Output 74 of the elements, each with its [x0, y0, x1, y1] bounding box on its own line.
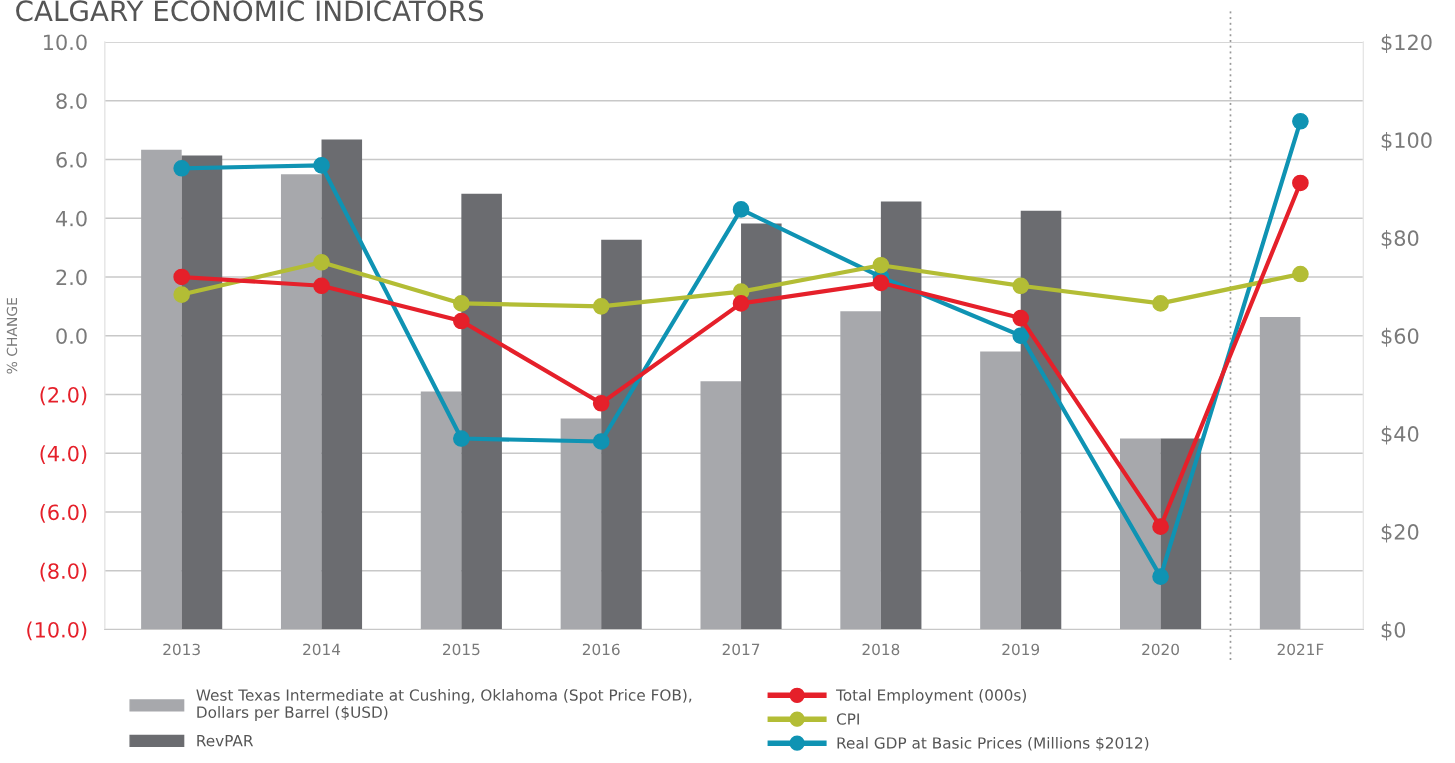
bar — [141, 149, 182, 630]
y-tick-label: (8.0) — [40, 562, 87, 582]
y2-tick-label: $80 — [1381, 229, 1419, 249]
y2-tick-label: $120 — [1381, 34, 1432, 53]
bar — [840, 311, 881, 630]
y-tick-label: (10.0) — [27, 621, 87, 641]
legend-label: West Texas Intermediate at Cushing, Oklahoma (Spot Price FOB), Dollars per Barrel ($USD) — [196, 689, 692, 721]
point — [453, 295, 470, 312]
point — [453, 312, 470, 330]
legend-label: RevPAR — [197, 735, 254, 747]
x-tick-label: 2020 — [1142, 643, 1179, 656]
point — [313, 253, 330, 271]
x-tick-label: 2017 — [722, 643, 760, 656]
bar — [181, 155, 223, 630]
bar — [1020, 210, 1062, 630]
y-tick-label: 4.0 — [55, 210, 87, 227]
point — [173, 286, 191, 303]
point — [1012, 277, 1030, 295]
bar — [1259, 317, 1301, 630]
legend-label: CPI — [836, 713, 859, 725]
bar — [461, 193, 502, 630]
point — [453, 430, 470, 447]
bar — [321, 139, 363, 630]
bar — [700, 381, 742, 630]
x-tick-label: 2014 — [303, 643, 341, 656]
point — [872, 274, 890, 292]
bar — [741, 223, 782, 630]
y2-tick-label: $60 — [1381, 327, 1419, 347]
y2-tick-label: $100 — [1381, 131, 1432, 151]
y-tick-label: 2.0 — [56, 269, 87, 286]
point — [1012, 327, 1030, 345]
point — [592, 394, 610, 412]
x-tick-label: 2019 — [1002, 643, 1040, 656]
point — [1012, 309, 1030, 327]
bar — [560, 418, 602, 630]
point — [732, 201, 750, 218]
y-tick-label: 8.0 — [56, 93, 87, 109]
point — [313, 157, 330, 174]
legend-label: Real GDP at Basic Prices (Millions $2012) — [837, 736, 1149, 751]
point — [872, 256, 890, 274]
x-tick-label: 2018 — [862, 643, 900, 656]
y-tick-label: 6.0 — [56, 151, 87, 168]
bar — [880, 201, 922, 630]
y-tick-label: (2.0) — [40, 386, 87, 406]
y-tick-label: 10.0 — [44, 34, 87, 51]
y2-tick-label: $0 — [1381, 621, 1406, 641]
point — [313, 277, 330, 295]
y2-tick-label: $20 — [1381, 523, 1419, 543]
point — [1152, 295, 1169, 312]
y-tick-label: (6.0) — [40, 504, 87, 523]
point — [592, 298, 610, 315]
point — [173, 268, 191, 286]
point — [1152, 518, 1169, 535]
y2-tick-label: $40 — [1381, 425, 1419, 445]
point — [732, 295, 750, 312]
bar — [980, 351, 1021, 630]
point — [1292, 112, 1309, 130]
chart-title: CALGARY ECONOMIC INDICATORS — [16, 0, 484, 22]
x-tick-label: 2013 — [163, 643, 200, 656]
x-tick-label: 2016 — [582, 643, 620, 656]
y-tick-label: 0.0 — [56, 328, 87, 344]
y-axis-title: % CHANGE — [6, 298, 18, 374]
x-tick-label: 2015 — [443, 643, 480, 656]
point — [592, 433, 610, 450]
x-tick-label: 2021F — [1277, 643, 1324, 656]
point — [1292, 174, 1309, 192]
legend-label: Total Employment (000s) — [836, 689, 1026, 704]
y-tick-label: (4.0) — [40, 445, 87, 464]
point — [173, 159, 191, 177]
bar — [280, 174, 322, 630]
bar — [601, 239, 642, 630]
point — [1152, 568, 1169, 585]
bar — [420, 391, 462, 630]
point — [1292, 265, 1309, 283]
